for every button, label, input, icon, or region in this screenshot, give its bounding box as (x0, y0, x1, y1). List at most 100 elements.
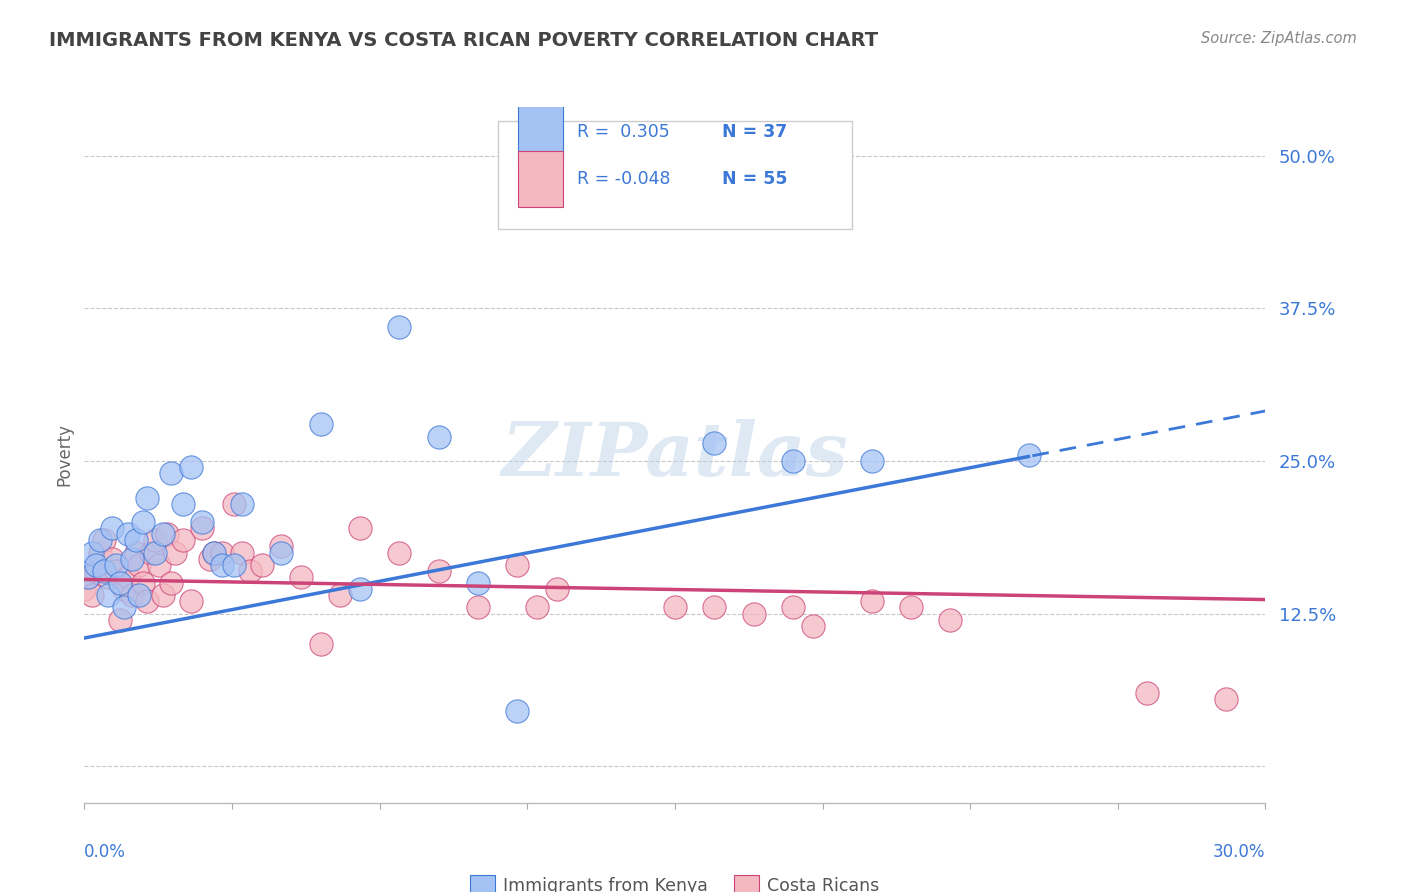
Point (160, 467, 183, 481)
Point (124, 545, 146, 559)
Point (132, 515, 155, 529)
Text: 0.0%: 0.0% (84, 843, 127, 861)
Point (101, 551, 124, 566)
Point (136, 594, 159, 608)
Point (73, 582, 96, 597)
Point (900, 600, 922, 615)
Point (703, 600, 725, 615)
Point (143, 545, 166, 559)
Point (93, 564, 115, 578)
Point (202, 545, 225, 559)
Point (270, 540, 292, 554)
Point (506, 558, 529, 572)
Point (782, 454, 804, 468)
Point (172, 497, 194, 511)
Point (84, 558, 107, 572)
Point (121, 551, 143, 566)
Point (239, 564, 262, 578)
Point (200, 551, 222, 566)
Point (1018, 448, 1040, 462)
Point (132, 576, 155, 591)
Point (546, 582, 568, 597)
Point (136, 491, 159, 505)
Point (84, 564, 107, 578)
Point (526, 600, 548, 615)
Point (180, 594, 202, 608)
Point (141, 545, 163, 559)
Text: R =  0.305: R = 0.305 (576, 123, 669, 141)
Point (156, 527, 179, 541)
Point (222, 558, 245, 572)
Point (211, 545, 233, 559)
Point (309, 417, 332, 432)
Point (664, 600, 686, 615)
Point (467, 600, 489, 615)
Y-axis label: Poverty: Poverty (55, 424, 73, 486)
Point (467, 576, 489, 591)
Point (108, 613, 131, 627)
Point (104, 558, 127, 572)
Bar (517, 104, 562, 160)
Point (939, 613, 962, 627)
Text: N = 37: N = 37 (723, 123, 787, 141)
Point (97, 588, 120, 602)
Point (117, 527, 139, 541)
Point (163, 545, 186, 559)
Point (160, 576, 183, 591)
Point (152, 588, 174, 602)
Point (89, 533, 111, 548)
Text: IMMIGRANTS FROM KENYA VS COSTA RICAN POVERTY CORRELATION CHART: IMMIGRANTS FROM KENYA VS COSTA RICAN POV… (49, 31, 879, 50)
Legend: Immigrants from Kenya, Costa Ricans: Immigrants from Kenya, Costa Ricans (464, 868, 886, 892)
Point (97, 570, 120, 584)
Point (89, 545, 111, 559)
Point (128, 558, 150, 572)
Point (427, 429, 450, 443)
Text: N = 55: N = 55 (723, 170, 787, 188)
Point (329, 588, 352, 602)
Point (172, 533, 194, 548)
Point (388, 545, 411, 559)
Text: 30.0%: 30.0% (1213, 843, 1265, 861)
Point (82, 588, 104, 602)
Point (148, 558, 170, 572)
Point (388, 319, 411, 334)
Point (112, 582, 135, 597)
Point (128, 588, 150, 602)
Bar (517, 152, 562, 207)
Point (270, 545, 292, 559)
Text: ZIPatlas: ZIPatlas (502, 418, 848, 491)
Point (211, 558, 233, 572)
Point (117, 570, 139, 584)
Point (180, 460, 202, 475)
Point (121, 588, 143, 602)
Point (349, 521, 371, 535)
Point (108, 576, 131, 591)
Point (1136, 686, 1159, 700)
Point (143, 533, 166, 548)
Point (742, 607, 765, 621)
Point (112, 600, 135, 615)
Point (222, 497, 245, 511)
Point (349, 582, 371, 597)
Point (506, 704, 529, 718)
Point (152, 527, 174, 541)
Point (1215, 692, 1237, 706)
Point (860, 594, 883, 608)
Point (101, 521, 124, 535)
Point (124, 533, 146, 548)
Point (82, 545, 104, 559)
Point (104, 564, 127, 578)
Point (290, 570, 312, 584)
Point (77, 570, 100, 584)
Point (250, 558, 273, 572)
Point (860, 454, 883, 468)
Point (309, 637, 332, 651)
Point (191, 515, 214, 529)
Point (801, 619, 824, 633)
Point (93, 533, 115, 548)
Text: Source: ZipAtlas.com: Source: ZipAtlas.com (1201, 31, 1357, 46)
FancyBboxPatch shape (498, 121, 852, 229)
Point (77, 570, 100, 584)
Point (782, 600, 804, 615)
Point (191, 521, 214, 535)
